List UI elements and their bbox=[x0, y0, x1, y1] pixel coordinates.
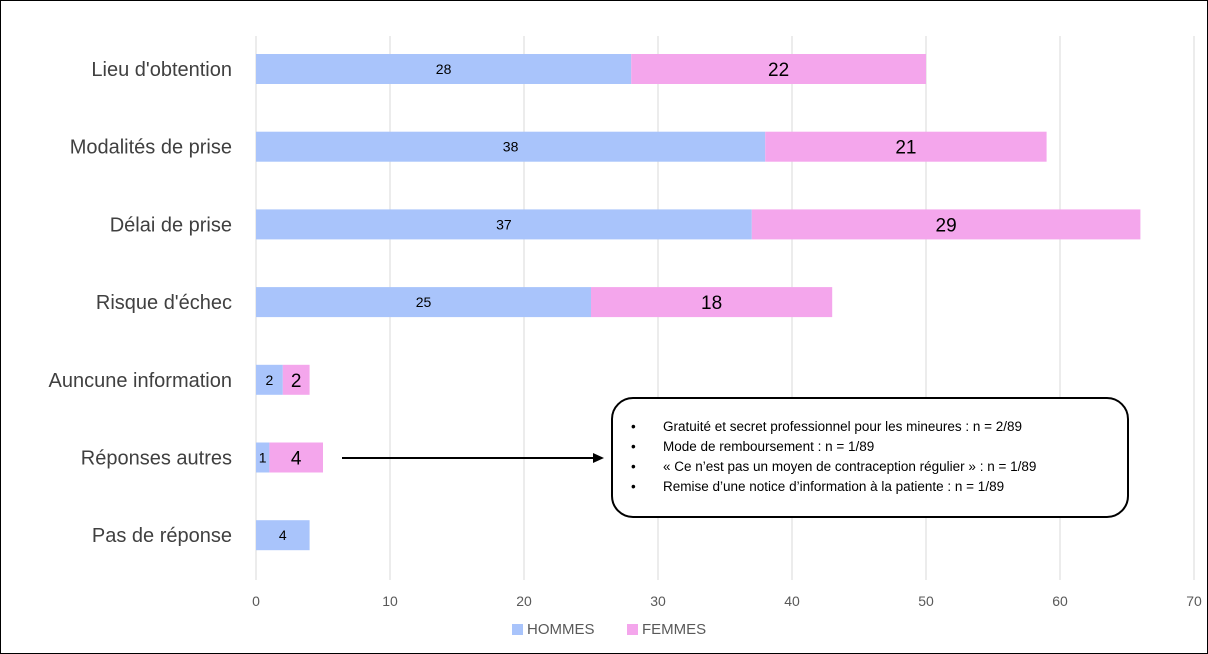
data-label: 2 bbox=[291, 371, 302, 392]
category-label: Réponses autres bbox=[81, 448, 232, 470]
annotation-item: Gratuité et secret professionnel pour le… bbox=[629, 417, 1113, 437]
data-label: 29 bbox=[936, 215, 957, 236]
category-label: Auncune information bbox=[49, 370, 232, 392]
x-tick-label: 70 bbox=[1186, 593, 1202, 609]
data-label: 37 bbox=[496, 216, 512, 232]
data-label: 2 bbox=[266, 372, 274, 388]
legend-swatch-femmes bbox=[627, 624, 638, 635]
data-label: 21 bbox=[895, 138, 916, 159]
category-label: Risque d'échec bbox=[96, 292, 232, 314]
legend-label: FEMMES bbox=[642, 621, 706, 638]
data-label: 22 bbox=[768, 60, 789, 81]
data-label: 1 bbox=[259, 450, 267, 466]
annotation-item: Remise d’une notice d’information à la p… bbox=[629, 477, 1113, 497]
bar-femmes bbox=[765, 131, 1047, 162]
bar-femmes bbox=[631, 54, 926, 84]
data-label: 18 bbox=[701, 293, 722, 314]
data-label: 4 bbox=[279, 527, 287, 543]
category-label: Pas de réponse bbox=[92, 525, 232, 547]
bar-hommes bbox=[256, 520, 310, 551]
category-label: Délai de prise bbox=[110, 214, 232, 236]
bar-hommes bbox=[256, 442, 270, 473]
data-label: 38 bbox=[503, 139, 519, 155]
legend-swatch-hommes bbox=[512, 624, 523, 635]
x-tick-label: 40 bbox=[784, 593, 800, 609]
legend: HOMMES FEMMES bbox=[512, 621, 706, 638]
bar-hommes bbox=[256, 287, 591, 318]
x-tick-label: 50 bbox=[918, 593, 934, 609]
bar-hommes bbox=[256, 209, 752, 240]
category-label: Lieu d'obtention bbox=[91, 59, 232, 81]
bar-femmes bbox=[591, 287, 833, 318]
bar-femmes bbox=[269, 442, 323, 473]
x-tick-label: 20 bbox=[516, 593, 532, 609]
category-label: Modalités de prise bbox=[70, 137, 232, 159]
bar-hommes bbox=[256, 131, 766, 162]
data-label: 25 bbox=[416, 294, 432, 310]
data-label: 4 bbox=[291, 449, 302, 470]
data-label: 28 bbox=[436, 61, 452, 77]
bar-hommes bbox=[256, 54, 632, 84]
legend-label: HOMMES bbox=[527, 621, 595, 638]
bar-femmes bbox=[282, 364, 310, 395]
x-tick-label: 10 bbox=[382, 593, 398, 609]
x-tick-labels: 0 10 20 30 40 50 60 70 bbox=[252, 593, 1202, 609]
annotation-box: Gratuité et secret professionnel pour le… bbox=[611, 397, 1129, 518]
x-tick-label: 30 bbox=[650, 593, 666, 609]
bar-hommes bbox=[256, 364, 283, 395]
category-labels: Lieu d'obtention Modalités de prise Délai … bbox=[49, 59, 232, 547]
x-tick-label: 60 bbox=[1052, 593, 1068, 609]
annotation-item: Mode de remboursement : n = 1/89 bbox=[629, 437, 1113, 457]
annotation-item: « Ce n’est pas un moyen de contraception… bbox=[629, 457, 1113, 477]
x-tick-label: 0 bbox=[252, 593, 260, 609]
bar-femmes bbox=[751, 209, 1141, 240]
callout-arrow bbox=[342, 453, 604, 463]
